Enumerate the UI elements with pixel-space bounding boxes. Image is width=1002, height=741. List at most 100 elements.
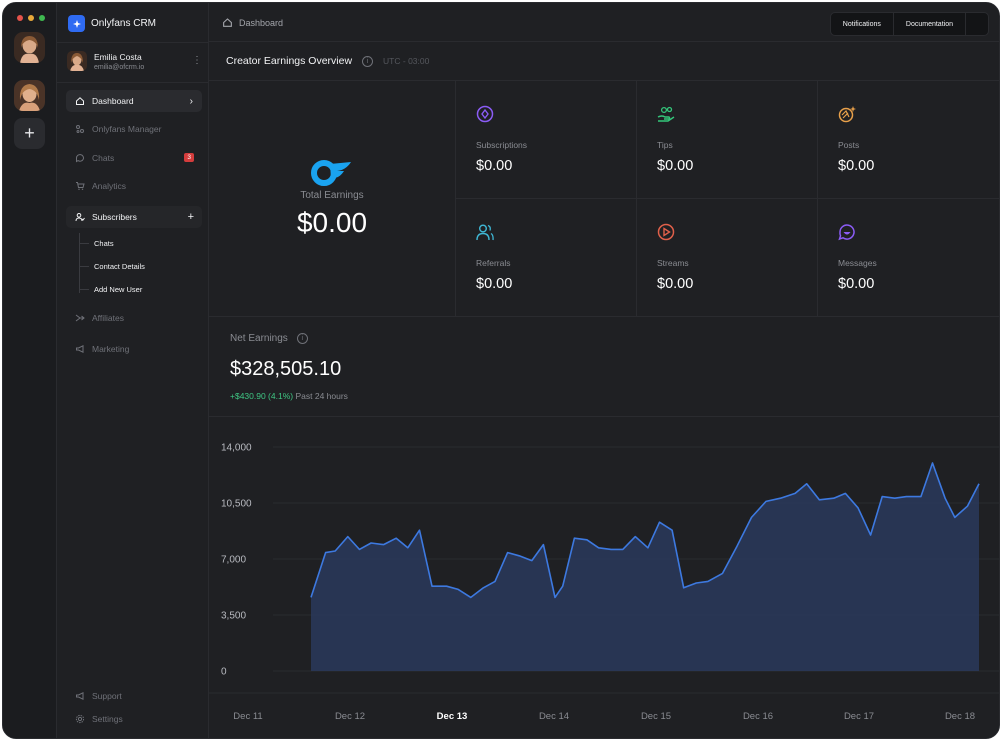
info-icon[interactable]: i <box>296 333 308 344</box>
change-period: Past 24 hours <box>295 391 348 401</box>
sidebar: Onlyfans CRM Emilia Costa emilia@ofcrm.i… <box>57 3 209 738</box>
sidebar-item-settings[interactable]: Settings <box>66 708 202 730</box>
brand-logo-icon <box>68 15 85 32</box>
stat-card-referrals: Referrals $0.00 <box>456 199 637 317</box>
divider <box>57 42 208 43</box>
sub-item-contact-details[interactable]: Contact Details <box>79 262 145 271</box>
streams-icon <box>657 223 675 241</box>
sidebar-item-label: Marketing <box>92 344 130 354</box>
stat-label: Referrals <box>476 258 511 268</box>
sidebar-item-subscribers[interactable]: Subscribers + <box>66 206 202 228</box>
workspace-rail: + <box>3 3 57 738</box>
x-tick-label: Dec 12 <box>335 711 365 722</box>
brand: Onlyfans CRM <box>68 15 156 32</box>
stat-value: $0.00 <box>838 276 875 292</box>
manager-icon <box>75 124 85 134</box>
divider <box>57 82 208 83</box>
app-name: Onlyfans CRM <box>91 18 157 29</box>
stat-label: Streams <box>657 258 689 268</box>
gear-icon <box>75 714 85 724</box>
sub-item-chats[interactable]: Chats <box>79 239 114 248</box>
stat-label: Subscriptions <box>476 140 528 150</box>
sidebar-item-label: Subscribers <box>92 212 137 222</box>
total-earnings-value: $0.00 <box>296 207 368 238</box>
earnings-cards: Total Earnings $0.00 Subscriptions $0.00… <box>209 80 999 317</box>
x-tick-label: Dec 14 <box>539 711 569 722</box>
sidebar-item-onlyfans-manager[interactable]: Onlyfans Manager <box>66 118 202 140</box>
y-tick-label: 0 <box>221 667 227 678</box>
y-tick-label: 10,500 <box>221 499 252 510</box>
posts-icon <box>838 106 856 123</box>
sidebar-item-analytics[interactable]: Analytics <box>66 175 202 197</box>
breadcrumb-label[interactable]: Dashboard <box>239 17 284 28</box>
notifications-button[interactable]: Notifications <box>831 13 894 35</box>
sidebar-item-dashboard[interactable]: Dashboard › <box>66 90 202 112</box>
referrals-icon <box>476 224 494 241</box>
sidebar-item-chats[interactable]: Chats 3 <box>66 147 202 169</box>
stat-label: Tips <box>657 140 673 150</box>
close-dot[interactable] <box>17 15 23 21</box>
area-fill <box>311 463 979 671</box>
more-button[interactable] <box>966 13 988 35</box>
total-earnings-card: Total Earnings $0.00 <box>209 81 456 316</box>
stat-value: $0.00 <box>657 276 694 292</box>
subscriptions-icon <box>476 105 494 123</box>
net-earnings: Net Earnings i $328,505.10 +$430.90 (4.1… <box>230 333 348 401</box>
main-content: Dashboard Notifications Documentation Cr… <box>209 3 999 738</box>
net-earnings-change: +$430.90 (4.1%) Past 24 hours <box>230 391 348 401</box>
add-workspace-button[interactable]: + <box>14 118 45 149</box>
workspace-avatar-2[interactable] <box>14 80 45 111</box>
sidebar-item-marketing[interactable]: Marketing <box>66 338 202 360</box>
sidebar-item-label: Chats <box>92 153 115 163</box>
x-tick-label: Dec 18 <box>945 711 975 722</box>
stat-value: $0.00 <box>476 276 513 292</box>
sidebar-item-label: Settings <box>92 714 123 724</box>
net-earnings-chart: 14,000 10,500 7,000 3,500 0 Dec 11 Dec 12 Dec 1… <box>209 443 999 722</box>
user-profile[interactable]: Emilia Costa emilia@ofcrm.io ⋮ <box>67 51 202 71</box>
stat-card-messages: Messages $0.00 <box>818 199 999 317</box>
plus-icon[interactable]: + <box>187 211 194 223</box>
minimize-dot[interactable] <box>28 15 34 21</box>
maximize-dot[interactable] <box>39 15 45 21</box>
chevron-right-icon: › <box>189 95 193 107</box>
divider <box>209 416 999 417</box>
info-icon[interactable]: i <box>362 55 374 67</box>
x-tick-label: Dec 17 <box>844 711 874 722</box>
stat-card-streams: Streams $0.00 <box>637 199 818 317</box>
sidebar-item-support[interactable]: Support <box>66 685 202 707</box>
breadcrumb: Dashboard <box>222 17 283 28</box>
stat-value: $0.00 <box>476 158 513 174</box>
sidebar-item-label: Support <box>92 691 122 701</box>
overview-header: Creator Earnings Overview i UTC - 03:00 <box>226 55 429 67</box>
home-icon <box>223 18 232 27</box>
users-icon <box>75 212 85 222</box>
stat-card-subscriptions: Subscriptions $0.00 <box>456 81 637 199</box>
stat-value: $0.00 <box>838 158 875 174</box>
net-earnings-header: Net Earnings i <box>230 333 348 344</box>
sidebar-item-label: Affiliates <box>92 313 124 323</box>
x-tick-label: Dec 13 <box>437 711 468 722</box>
workspace-avatar-1[interactable] <box>14 32 45 63</box>
user-name: Emilia Costa <box>94 51 142 62</box>
series-line <box>310 462 980 599</box>
onlyfans-logo-icon <box>311 160 351 186</box>
y-tick-label: 7,000 <box>221 555 246 566</box>
kebab-menu-icon[interactable]: ⋮ <box>192 55 202 66</box>
sidebar-item-affiliates[interactable]: Affiliates <box>66 307 202 329</box>
total-earnings-label: Total Earnings <box>300 190 364 201</box>
sidebar-item-label: Dashboard <box>92 96 134 106</box>
net-earnings-label: Net Earnings <box>230 333 288 344</box>
stat-label: Posts <box>838 140 860 150</box>
chat-icon <box>75 153 85 163</box>
documentation-button[interactable]: Documentation <box>894 13 966 35</box>
y-tick-label: 14,000 <box>221 443 252 454</box>
unread-badge: 3 <box>184 153 194 162</box>
tips-icon <box>657 106 675 122</box>
sub-item-add-new-user[interactable]: Add New User <box>79 285 142 294</box>
user-email: emilia@ofcrm.io <box>94 63 145 71</box>
messages-icon <box>838 224 855 241</box>
megaphone-icon <box>75 344 85 354</box>
stat-card-posts: Posts $0.00 <box>818 81 999 199</box>
y-tick-label: 3,500 <box>221 611 246 622</box>
